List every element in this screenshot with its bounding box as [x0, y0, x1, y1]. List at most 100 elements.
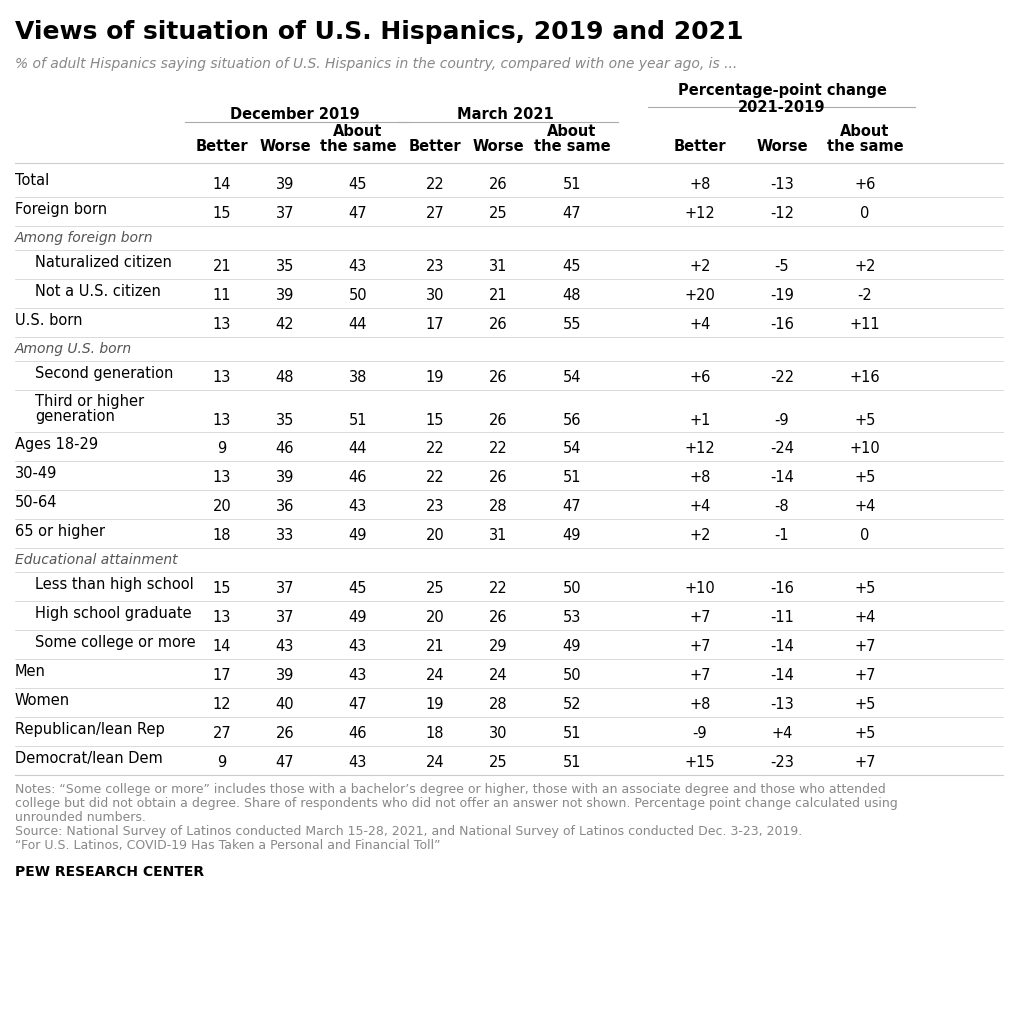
Text: -8: -8 — [775, 499, 789, 514]
Text: 13: 13 — [213, 610, 231, 625]
Text: 53: 53 — [563, 610, 581, 625]
Text: 13: 13 — [213, 317, 231, 332]
Text: 47: 47 — [276, 755, 294, 770]
Text: 39: 39 — [276, 668, 294, 683]
Text: 18: 18 — [213, 528, 231, 543]
Text: Foreign born: Foreign born — [15, 202, 107, 217]
Text: 28: 28 — [489, 697, 507, 712]
Text: 52: 52 — [563, 697, 581, 712]
Text: 26: 26 — [489, 470, 507, 485]
Text: +4: +4 — [854, 610, 875, 625]
Text: 54: 54 — [563, 441, 581, 456]
Text: 54: 54 — [563, 370, 581, 385]
Text: 15: 15 — [213, 581, 231, 596]
Text: 49: 49 — [563, 639, 581, 654]
Text: 43: 43 — [349, 668, 367, 683]
Text: 50-64: 50-64 — [15, 495, 57, 510]
Text: 28: 28 — [489, 499, 507, 514]
Text: 51: 51 — [563, 470, 581, 485]
Text: Notes: “Some college or more” includes those with a bachelor’s degree or higher,: Notes: “Some college or more” includes t… — [15, 783, 886, 796]
Text: 35: 35 — [276, 259, 294, 274]
Text: 65 or higher: 65 or higher — [15, 524, 105, 539]
Text: Among foreign born: Among foreign born — [15, 231, 154, 245]
Text: the same: the same — [320, 139, 396, 154]
Text: +4: +4 — [689, 317, 711, 332]
Text: Among U.S. born: Among U.S. born — [15, 342, 132, 356]
Text: 0: 0 — [860, 528, 869, 543]
Text: +16: +16 — [850, 370, 881, 385]
Text: About: About — [548, 124, 597, 139]
Text: college but did not obtain a degree. Share of respondents who did not offer an a: college but did not obtain a degree. Sha… — [15, 797, 898, 810]
Text: -2: -2 — [857, 288, 872, 303]
Text: +5: +5 — [854, 697, 875, 712]
Text: PEW RESEARCH CENTER: PEW RESEARCH CENTER — [15, 865, 205, 879]
Text: +4: +4 — [854, 499, 875, 514]
Text: 51: 51 — [563, 726, 581, 741]
Text: 26: 26 — [489, 317, 507, 332]
Text: 25: 25 — [489, 206, 507, 221]
Text: +7: +7 — [689, 668, 711, 683]
Text: 50: 50 — [563, 581, 581, 596]
Text: generation: generation — [35, 409, 115, 424]
Text: Source: National Survey of Latinos conducted March 15-28, 2021, and National Sur: Source: National Survey of Latinos condu… — [15, 825, 802, 838]
Text: Third or higher: Third or higher — [35, 394, 145, 409]
Text: 43: 43 — [276, 639, 294, 654]
Text: 22: 22 — [489, 581, 507, 596]
Text: 47: 47 — [349, 697, 367, 712]
Text: About: About — [333, 124, 383, 139]
Text: +10: +10 — [850, 441, 881, 456]
Text: -5: -5 — [775, 259, 789, 274]
Text: -16: -16 — [770, 581, 794, 596]
Text: 26: 26 — [489, 610, 507, 625]
Text: 0: 0 — [860, 206, 869, 221]
Text: +2: +2 — [854, 259, 875, 274]
Text: +8: +8 — [689, 697, 711, 712]
Text: 44: 44 — [349, 441, 367, 456]
Text: 45: 45 — [563, 259, 581, 274]
Text: +7: +7 — [854, 668, 875, 683]
Text: +5: +5 — [854, 470, 875, 485]
Text: 39: 39 — [276, 288, 294, 303]
Text: +5: +5 — [854, 581, 875, 596]
Text: 26: 26 — [489, 177, 507, 193]
Text: 43: 43 — [349, 499, 367, 514]
Text: 12: 12 — [213, 697, 231, 712]
Text: 30: 30 — [489, 726, 507, 741]
Text: 51: 51 — [563, 177, 581, 193]
Text: 18: 18 — [426, 726, 444, 741]
Text: 22: 22 — [426, 177, 445, 193]
Text: 25: 25 — [426, 581, 444, 596]
Text: 43: 43 — [349, 755, 367, 770]
Text: 15: 15 — [426, 413, 444, 428]
Text: +6: +6 — [689, 370, 711, 385]
Text: +12: +12 — [685, 206, 716, 221]
Text: +20: +20 — [684, 288, 716, 303]
Text: 13: 13 — [213, 370, 231, 385]
Text: -13: -13 — [771, 177, 794, 193]
Text: 20: 20 — [426, 528, 445, 543]
Text: Worse: Worse — [260, 139, 310, 154]
Text: 26: 26 — [276, 726, 294, 741]
Text: Percentage-point change
2021-2019: Percentage-point change 2021-2019 — [678, 83, 887, 116]
Text: +2: +2 — [689, 528, 711, 543]
Text: -16: -16 — [770, 317, 794, 332]
Text: % of adult Hispanics saying situation of U.S. Hispanics in the country, compared: % of adult Hispanics saying situation of… — [15, 57, 737, 71]
Text: 21: 21 — [489, 288, 507, 303]
Text: 56: 56 — [563, 413, 581, 428]
Text: +5: +5 — [854, 726, 875, 741]
Text: 49: 49 — [563, 528, 581, 543]
Text: 47: 47 — [563, 206, 581, 221]
Text: 43: 43 — [349, 639, 367, 654]
Text: +8: +8 — [689, 177, 711, 193]
Text: 47: 47 — [563, 499, 581, 514]
Text: +12: +12 — [685, 441, 716, 456]
Text: 50: 50 — [563, 668, 581, 683]
Text: +7: +7 — [854, 755, 875, 770]
Text: -9: -9 — [692, 726, 708, 741]
Text: -9: -9 — [775, 413, 789, 428]
Text: 50: 50 — [349, 288, 367, 303]
Text: Men: Men — [15, 664, 46, 679]
Text: 55: 55 — [563, 317, 581, 332]
Text: 38: 38 — [349, 370, 367, 385]
Text: 27: 27 — [426, 206, 445, 221]
